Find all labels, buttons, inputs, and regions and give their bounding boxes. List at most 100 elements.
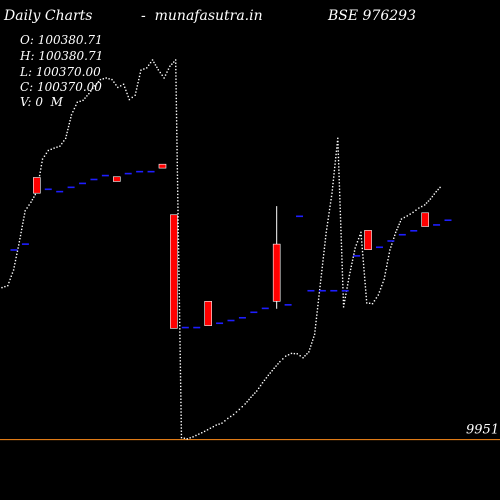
trend-dot <box>179 340 181 343</box>
trend-dot <box>397 226 399 228</box>
trend-dot <box>252 394 254 396</box>
trend-dot <box>345 293 347 295</box>
trend-dot <box>338 185 341 187</box>
ohlc-low: L: 100370.00 <box>19 65 101 79</box>
trend-dot <box>350 265 352 268</box>
trend-dot <box>75 104 77 107</box>
trend-dot <box>127 95 129 98</box>
trend-dot <box>348 274 351 277</box>
trend-dot <box>339 198 341 200</box>
trend-dot <box>282 358 284 360</box>
trend-dot <box>175 75 177 77</box>
trend-dot <box>177 244 180 247</box>
trend-dot <box>365 295 367 298</box>
trend-dot <box>341 274 344 276</box>
trend-dot <box>256 390 258 392</box>
trend-dot <box>164 74 167 76</box>
trend-dot <box>135 88 138 90</box>
trend-dot <box>306 353 308 355</box>
trend-dot <box>340 245 343 248</box>
header-daily-charts: Daily Charts <box>3 8 92 24</box>
trend-dot <box>179 350 181 352</box>
trend-dot <box>361 244 363 246</box>
trend-dot <box>261 382 264 384</box>
trend-dot <box>178 283 180 285</box>
trend-dot <box>365 292 367 294</box>
trend-dot <box>82 99 84 102</box>
trend-dot <box>180 392 182 394</box>
trend-dot <box>337 144 339 146</box>
trend-dot <box>30 201 32 203</box>
trend-dot <box>357 237 360 240</box>
trend-dot <box>177 248 180 250</box>
trend-dot <box>385 268 387 271</box>
trend-dot <box>328 208 331 211</box>
candle <box>421 212 429 227</box>
trend-dot <box>97 80 100 83</box>
trend-dot <box>337 153 340 155</box>
trend-dot <box>271 369 273 372</box>
trend-dot <box>377 294 380 296</box>
trend-dot <box>384 272 387 274</box>
trend-dot <box>221 422 223 424</box>
trend-dot <box>177 225 179 228</box>
trend-dot <box>324 238 327 240</box>
trend-dot <box>178 299 181 301</box>
trend-dot <box>126 92 128 95</box>
trend-dot <box>178 312 181 314</box>
trend-dot <box>95 83 98 85</box>
trend-dot <box>388 252 390 254</box>
trend-dot <box>396 229 398 231</box>
trend-dot <box>329 202 332 204</box>
trend-dot <box>331 192 333 194</box>
trend-dot <box>361 247 363 250</box>
trend-dot <box>386 262 389 264</box>
trend-dot <box>327 218 329 221</box>
trend-dot <box>177 193 179 196</box>
trend-dot <box>287 354 290 356</box>
trend-dot <box>115 84 117 86</box>
trend-dot <box>175 81 177 84</box>
trend-dot <box>378 291 381 293</box>
trend-dot <box>326 225 328 227</box>
trend-dot <box>176 152 178 154</box>
trend-dot <box>140 69 142 71</box>
trend-dot <box>179 324 181 327</box>
trend-dot <box>366 302 368 304</box>
trend-dot <box>180 404 182 407</box>
trend-dot <box>232 413 235 416</box>
trend-dot <box>176 126 178 128</box>
trend-dot <box>34 193 36 196</box>
trend-dot <box>315 323 317 326</box>
trend-dot <box>360 234 362 237</box>
trend-dot <box>86 95 88 97</box>
trend-dot <box>73 107 76 110</box>
trend-dot <box>346 284 349 286</box>
trend-dot <box>364 286 367 288</box>
trend-dot <box>248 398 250 401</box>
trend-dot <box>47 149 50 152</box>
trend-dot <box>175 94 177 96</box>
trend-dot <box>342 283 344 286</box>
trend-dot <box>195 434 197 437</box>
trend-dot <box>178 318 181 320</box>
trend-dot <box>175 91 177 93</box>
trend-dot <box>39 171 41 173</box>
trend-dot <box>177 203 179 205</box>
trend-dot <box>320 276 322 278</box>
trend-dot <box>178 305 181 308</box>
trend-dot <box>338 182 341 184</box>
trend-dot <box>340 233 342 235</box>
trend-dot <box>180 433 183 436</box>
trend-dot <box>259 384 262 387</box>
trend-dot <box>65 134 68 137</box>
trend-dot <box>390 246 392 248</box>
trend-dot <box>362 260 365 262</box>
trend-dot <box>364 282 366 285</box>
trend-dot <box>336 147 338 149</box>
trend-dot <box>12 269 15 271</box>
trend-dot <box>387 259 389 261</box>
trend-dot <box>322 253 325 256</box>
trend-dot <box>177 216 179 218</box>
trend-dot <box>23 216 25 218</box>
